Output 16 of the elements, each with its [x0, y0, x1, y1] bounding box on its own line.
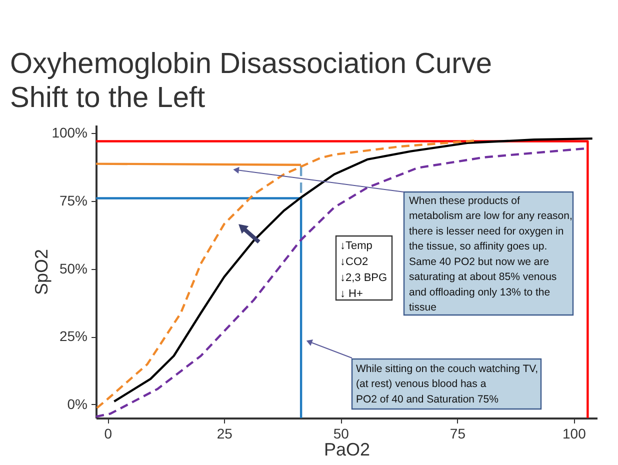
x-tick-label: 25 [216, 426, 233, 442]
x-tick-label: 75 [450, 426, 466, 442]
x-axis-title: PaO2 [324, 440, 370, 460]
y-tick-label: 25% [59, 328, 88, 344]
y-axis-title: SpO2 [32, 248, 52, 296]
y-tick-label: 0% [67, 396, 88, 412]
annotation: ↓Temp ↓CO2 ↓2,3 BPG ↓ H+ [340, 240, 388, 300]
x-tick-label: 50 [333, 426, 350, 442]
chart-title: Oxyhemoglobin Disassociation Curve Shift to the Left [10, 48, 492, 114]
x-tick-label: 100 [562, 426, 586, 442]
x-tick-label: 0 [104, 426, 112, 442]
y-tick-label: 75% [59, 192, 88, 208]
y-tick-label: 100% [52, 124, 88, 141]
annotation: While sitting on the couch watching TV, (at rest) venous blood has a PO2 of 40 and Saturation 75% [356, 363, 538, 406]
annotation: When these products of metabolism are low for any reason, there is lesser need for oxygen in the tissue, so affinity goes up. Same 40 PO2 but now we are saturating at about 85% venous and offloading only 13% to the tissue [409, 195, 572, 314]
y-tick-label: 50% [59, 260, 88, 276]
